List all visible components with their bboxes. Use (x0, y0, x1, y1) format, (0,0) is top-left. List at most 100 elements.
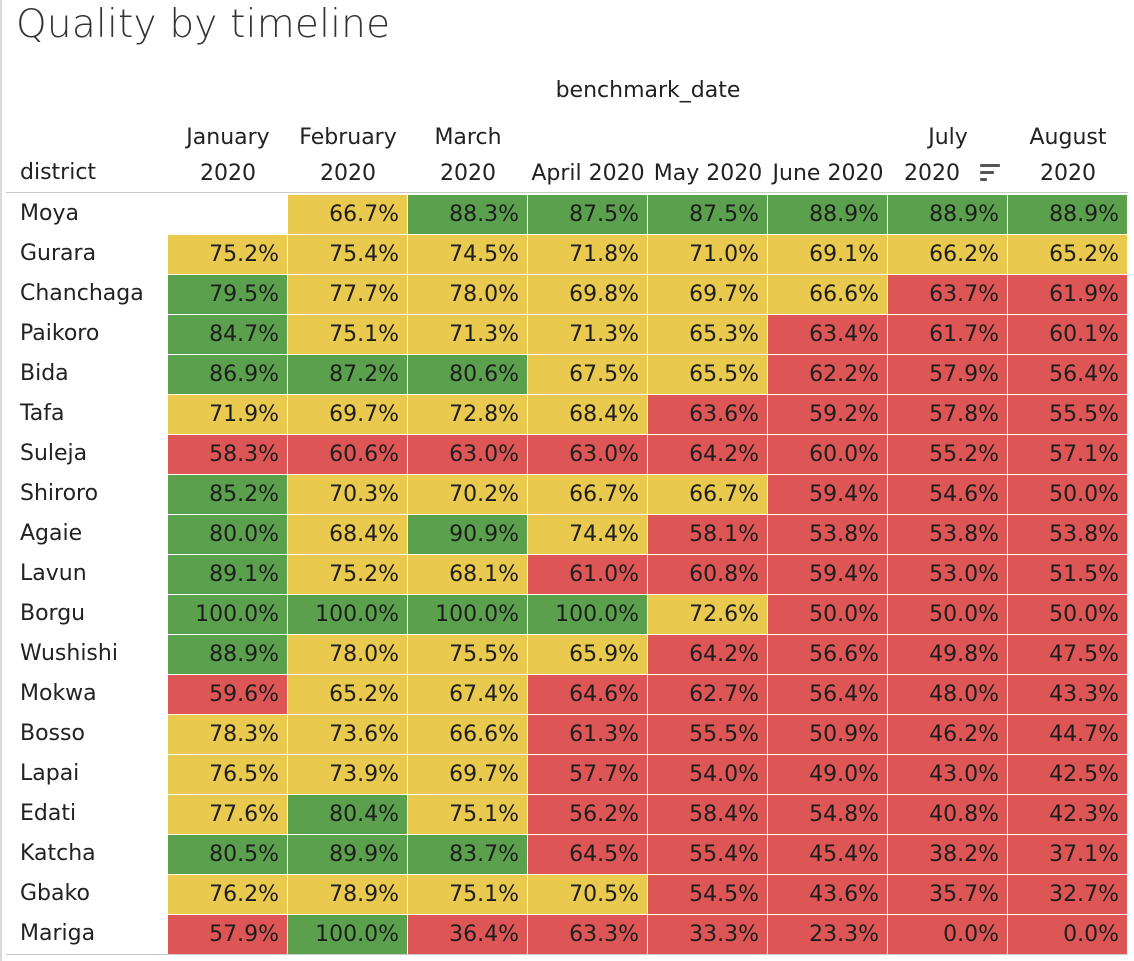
heatmap-cell[interactable]: 87.5% (528, 195, 647, 234)
heatmap-cell[interactable]: 75.2% (168, 235, 287, 274)
heatmap-cell[interactable]: 49.0% (768, 755, 887, 794)
row-label[interactable]: Agaie (20, 521, 83, 546)
heatmap-cell[interactable]: 75.5% (408, 635, 527, 674)
heatmap-cell[interactable]: 66.6% (768, 275, 887, 314)
row-label[interactable]: Borgu (20, 601, 86, 626)
heatmap-cell[interactable]: 100.0% (408, 595, 527, 634)
heatmap-cell[interactable]: 70.2% (408, 475, 527, 514)
row-label[interactable]: Mariga (20, 921, 96, 946)
heatmap-cell[interactable]: 61.7% (888, 315, 1007, 354)
heatmap-cell[interactable]: 59.4% (768, 555, 887, 594)
heatmap-cell[interactable]: 87.5% (648, 195, 767, 234)
heatmap-cell[interactable]: 55.4% (648, 835, 767, 874)
sort-descending-icon[interactable] (980, 164, 1000, 182)
heatmap-cell[interactable]: 60.1% (1008, 315, 1127, 354)
heatmap-cell[interactable]: 49.8% (888, 635, 1007, 674)
row-label[interactable]: Paikoro (20, 321, 100, 346)
heatmap-cell[interactable]: 54.8% (768, 795, 887, 834)
heatmap-cell[interactable]: 77.7% (288, 275, 407, 314)
heatmap-cell[interactable]: 57.9% (888, 355, 1007, 394)
heatmap-cell[interactable]: 58.1% (648, 515, 767, 554)
heatmap-cell[interactable]: 50.0% (1008, 595, 1127, 634)
heatmap-cell[interactable]: 100.0% (168, 595, 287, 634)
heatmap-cell[interactable]: 69.7% (288, 395, 407, 434)
heatmap-cell[interactable]: 69.8% (528, 275, 647, 314)
heatmap-cell[interactable]: 44.7% (1008, 715, 1127, 754)
heatmap-cell[interactable]: 48.0% (888, 675, 1007, 714)
heatmap-cell[interactable]: 73.6% (288, 715, 407, 754)
heatmap-cell[interactable]: 77.6% (168, 795, 287, 834)
heatmap-cell[interactable]: 54.5% (648, 875, 767, 914)
heatmap-cell[interactable]: 80.0% (168, 515, 287, 554)
heatmap-cell[interactable]: 69.1% (768, 235, 887, 274)
heatmap-cell[interactable]: 64.6% (528, 675, 647, 714)
row-header-label[interactable]: district (20, 160, 97, 185)
row-label[interactable]: Edati (20, 801, 77, 826)
heatmap-cell[interactable]: 84.7% (168, 315, 287, 354)
heatmap-cell[interactable]: 76.5% (168, 755, 287, 794)
heatmap-cell[interactable]: 64.2% (648, 635, 767, 674)
heatmap-cell[interactable]: 80.4% (288, 795, 407, 834)
heatmap-cell[interactable]: 63.7% (888, 275, 1007, 314)
heatmap-cell[interactable]: 61.3% (528, 715, 647, 754)
heatmap-cell[interactable]: 78.9% (288, 875, 407, 914)
column-header[interactable]: May 2020 (648, 120, 768, 192)
heatmap-cell[interactable]: 43.0% (888, 755, 1007, 794)
heatmap-cell[interactable]: 50.0% (888, 595, 1007, 634)
heatmap-cell[interactable]: 40.8% (888, 795, 1007, 834)
heatmap-cell[interactable]: 61.0% (528, 555, 647, 594)
column-header[interactable]: July 2020 (888, 120, 1008, 192)
heatmap-cell[interactable]: 83.7% (408, 835, 527, 874)
heatmap-cell[interactable]: 85.2% (168, 475, 287, 514)
heatmap-cell[interactable]: 88.9% (168, 635, 287, 674)
heatmap-cell[interactable]: 56.4% (768, 675, 887, 714)
heatmap-cell[interactable]: 64.2% (648, 435, 767, 474)
heatmap-cell[interactable]: 74.4% (528, 515, 647, 554)
row-label[interactable]: Mokwa (20, 681, 97, 706)
column-header[interactable]: April 2020 (528, 120, 648, 192)
heatmap-cell[interactable]: 54.6% (888, 475, 1007, 514)
heatmap-cell[interactable]: 58.3% (168, 435, 287, 474)
row-label[interactable]: Tafa (20, 401, 65, 426)
heatmap-cell[interactable]: 42.5% (1008, 755, 1127, 794)
heatmap-cell[interactable]: 90.9% (408, 515, 527, 554)
heatmap-cell[interactable]: 100.0% (288, 915, 407, 954)
heatmap-cell[interactable]: 71.3% (408, 315, 527, 354)
heatmap-cell[interactable]: 69.7% (408, 755, 527, 794)
heatmap-cell[interactable]: 63.4% (768, 315, 887, 354)
heatmap-cell[interactable]: 76.2% (168, 875, 287, 914)
heatmap-cell[interactable]: 55.2% (888, 435, 1007, 474)
heatmap-cell[interactable]: 59.2% (768, 395, 887, 434)
column-header[interactable]: March 2020 (408, 120, 528, 192)
heatmap-cell[interactable] (168, 195, 287, 234)
heatmap-cell[interactable]: 71.0% (648, 235, 767, 274)
column-header[interactable]: June 2020 (768, 120, 888, 192)
heatmap-cell[interactable]: 46.2% (888, 715, 1007, 754)
heatmap-cell[interactable]: 89.1% (168, 555, 287, 594)
row-label[interactable]: Suleja (20, 441, 88, 466)
heatmap-cell[interactable]: 57.1% (1008, 435, 1127, 474)
heatmap-cell[interactable]: 42.3% (1008, 795, 1127, 834)
heatmap-cell[interactable]: 63.3% (528, 915, 647, 954)
row-label[interactable]: Gurara (20, 241, 97, 266)
heatmap-cell[interactable]: 66.2% (888, 235, 1007, 274)
heatmap-cell[interactable]: 47.5% (1008, 635, 1127, 674)
heatmap-cell[interactable]: 0.0% (1008, 915, 1127, 954)
row-label[interactable]: Chanchaga (20, 281, 144, 306)
heatmap-cell[interactable]: 53.0% (888, 555, 1007, 594)
heatmap-cell[interactable]: 43.3% (1008, 675, 1127, 714)
heatmap-cell[interactable]: 38.2% (888, 835, 1007, 874)
heatmap-cell[interactable]: 63.0% (408, 435, 527, 474)
heatmap-cell[interactable]: 32.7% (1008, 875, 1127, 914)
heatmap-cell[interactable]: 64.5% (528, 835, 647, 874)
heatmap-cell[interactable]: 70.5% (528, 875, 647, 914)
heatmap-cell[interactable]: 55.5% (648, 715, 767, 754)
heatmap-cell[interactable]: 71.3% (528, 315, 647, 354)
heatmap-cell[interactable]: 50.0% (768, 595, 887, 634)
column-header[interactable]: January 2020 (168, 120, 288, 192)
heatmap-cell[interactable]: 80.5% (168, 835, 287, 874)
heatmap-cell[interactable]: 67.5% (528, 355, 647, 394)
heatmap-cell[interactable]: 53.8% (1008, 515, 1127, 554)
heatmap-cell[interactable]: 53.8% (768, 515, 887, 554)
heatmap-cell[interactable]: 88.9% (1008, 195, 1127, 234)
